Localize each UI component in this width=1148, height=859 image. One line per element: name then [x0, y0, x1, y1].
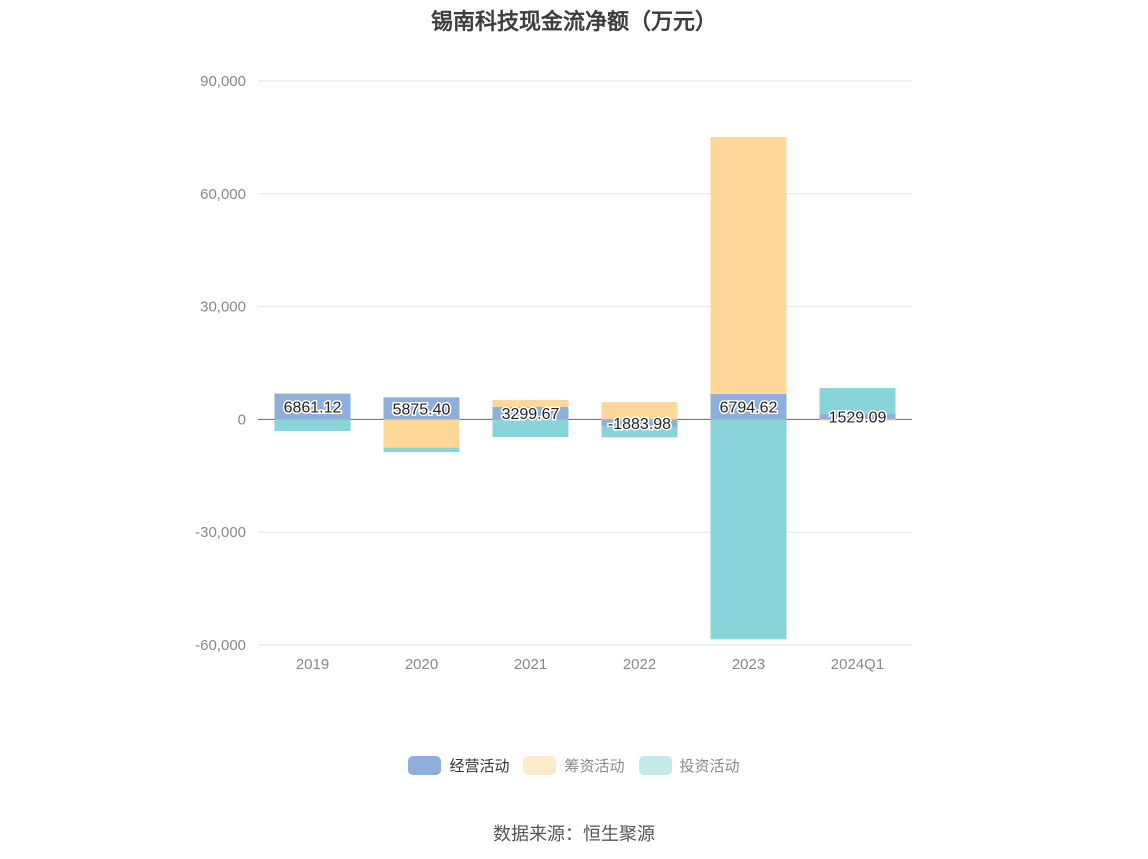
y-tick-label: -60,000 [195, 637, 246, 654]
bar-2024Q1-series-0[interactable] [819, 413, 896, 420]
y-tick-label: 0 [238, 411, 246, 428]
data-label: 1529.09 [829, 410, 887, 427]
data-label: 6861.12 [284, 400, 342, 417]
legend-swatch [408, 756, 442, 775]
legend-item[interactable]: 筹资活动 [523, 755, 625, 776]
legend-label: 投资活动 [679, 757, 740, 775]
bar-2022-series-2[interactable] [601, 426, 678, 438]
data-label: 3299.67 [502, 406, 560, 423]
legend-swatch [638, 756, 672, 775]
chart-title: 锡南科技现金流净额（万元） [430, 10, 717, 35]
bar-2021-series-0[interactable] [492, 406, 569, 420]
legend: 经营活动 筹资活动 投资活动 [0, 755, 1148, 776]
bar-2024Q1-series-2[interactable] [819, 388, 896, 414]
bar-2022-series-1[interactable] [601, 402, 678, 420]
bar-2019-series-2[interactable] [274, 419, 351, 432]
data-label: 5875.40 [393, 401, 451, 418]
y-tick-label: 30,000 [200, 299, 246, 316]
x-tick-label: 2023 [732, 656, 765, 673]
bar-2023-series-1[interactable] [710, 137, 787, 394]
x-tick-label: 2024Q1 [831, 656, 884, 673]
bar-2020-series-2[interactable] [383, 447, 460, 453]
legend-item[interactable]: 经营活动 [408, 755, 509, 776]
y-tick-label: -30,000 [195, 524, 246, 541]
x-tick-label: 2020 [405, 656, 438, 673]
legend-label: 经营活动 [449, 757, 510, 775]
bar-2024Q1-series-1[interactable] [819, 419, 896, 421]
bar-2022-series-0[interactable] [601, 419, 678, 427]
legend-swatch [523, 756, 557, 775]
x-tick-label: 2021 [514, 656, 547, 673]
bar-2021-series-1[interactable] [492, 399, 569, 407]
x-tick-label: 2022 [623, 656, 656, 673]
bar-2019-series-0[interactable] [274, 393, 351, 420]
bar-2023-series-0[interactable] [710, 393, 787, 420]
data-label: 6794.62 [720, 400, 778, 417]
y-tick-label: 60,000 [200, 186, 246, 203]
x-tick-label: 2019 [296, 656, 329, 673]
legend-item[interactable]: 投资活动 [638, 755, 740, 776]
bar-2020-series-1[interactable] [383, 419, 460, 448]
source-note: 数据来源：恒生聚源 [493, 824, 655, 845]
bar-2020-series-0[interactable] [383, 397, 460, 420]
bar-2023-series-2[interactable] [710, 419, 787, 640]
y-tick-label: 90,000 [200, 73, 246, 90]
data-label: -1883.98 [608, 416, 671, 433]
legend-label: 筹资活动 [564, 757, 625, 775]
bar-2021-series-2[interactable] [492, 419, 569, 438]
